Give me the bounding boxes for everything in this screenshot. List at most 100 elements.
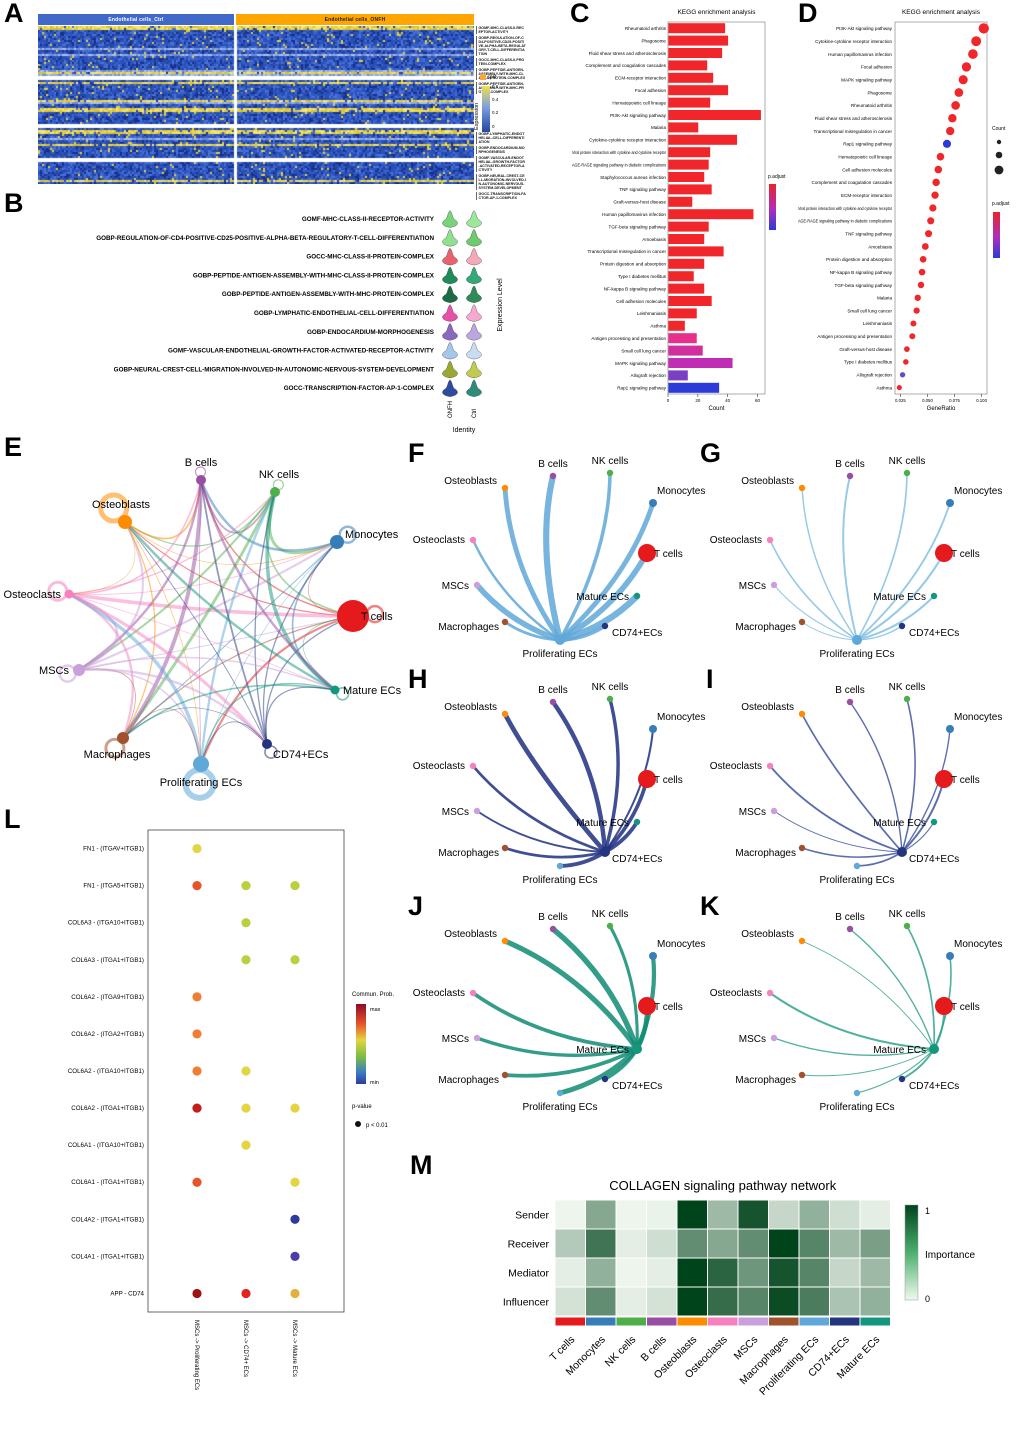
ligand-receptor-dotplot: FN1 - (ITGAV+ITGB1) FN1 - (ITGA5+ITGB1) CO… bbox=[68, 829, 394, 1390]
svg-text:MSCs: MSCs bbox=[739, 581, 766, 592]
svg-text:COLLAGEN signaling pathway net: COLLAGEN signaling pathway network bbox=[609, 1178, 836, 1193]
svg-text:Mature ECs: Mature ECs bbox=[576, 1045, 629, 1056]
svg-text:FN1 - (ITGA5+ITGB1): FN1 - (ITGA5+ITGB1) bbox=[83, 883, 144, 890]
svg-text:COL6A2 - (ITGA1+ITGB1): COL6A2 - (ITGA1+ITGB1) bbox=[71, 1105, 144, 1112]
svg-text:Staphylococcus aureus infectio: Staphylococcus aureus infection bbox=[600, 175, 666, 180]
svg-text:Macrophages: Macrophages bbox=[438, 622, 499, 633]
split-label: split bbox=[487, 74, 497, 81]
svg-text:Phagosome: Phagosome bbox=[641, 38, 666, 43]
svg-text:MAPK signaling pathway: MAPK signaling pathway bbox=[841, 78, 893, 83]
svg-text:NK cells: NK cells bbox=[889, 456, 926, 467]
svg-text:Protein digestion and absorpti: Protein digestion and absorption bbox=[600, 262, 666, 267]
heatmap-group-header-ctrl: Endothelial cells_Ctrl bbox=[38, 14, 234, 25]
svg-text:Monocytes: Monocytes bbox=[657, 939, 705, 950]
svg-text:GOBP-REGULATION-OF-CD4-POSITIV: GOBP-REGULATION-OF-CD4-POSITIVE-CD25-POS… bbox=[96, 235, 434, 242]
svg-text:Protein digestion and absorpti: Protein digestion and absorption bbox=[826, 257, 892, 262]
svg-text:Mature ECs: Mature ECs bbox=[576, 818, 629, 829]
svg-text:NK cells: NK cells bbox=[889, 682, 926, 693]
svg-text:Cell adhesion molecules: Cell adhesion molecules bbox=[616, 299, 666, 304]
svg-text:PI3K-Akt signaling pathway: PI3K-Akt signaling pathway bbox=[610, 113, 667, 118]
panel-label-g: G bbox=[700, 438, 722, 468]
svg-text:Hematopoietic cell lineage: Hematopoietic cell lineage bbox=[838, 154, 892, 159]
svg-text:MSCs -> Proliferating ECs: MSCs -> Proliferating ECs bbox=[193, 1320, 199, 1390]
svg-text:Macrophages: Macrophages bbox=[735, 1075, 796, 1086]
svg-text:MSCs: MSCs bbox=[739, 1034, 766, 1045]
svg-text:Importance: Importance bbox=[925, 1250, 975, 1261]
geneset-annotations-bottom: GOBP-LYMPHATIC-ENDOTHELIAL-CELL-DIFFEREN… bbox=[476, 132, 526, 202]
hub-network-proliferating-ecs-2: T cells Monocytes NK cells B cells Osteoblas… bbox=[710, 456, 1003, 660]
svg-text:Hematopoietic cell lineage: Hematopoietic cell lineage bbox=[612, 100, 666, 105]
svg-text:Amoebiasis: Amoebiasis bbox=[868, 244, 892, 249]
svg-text:Proliferating ECs: Proliferating ECs bbox=[522, 1102, 597, 1113]
svg-text:MSCs: MSCs bbox=[732, 1334, 761, 1363]
svg-text:Leishmaniasis: Leishmaniasis bbox=[637, 311, 667, 316]
hub-network-proliferating-ecs-1: T cells Monocytes NK cells B cells Osteoblas… bbox=[413, 456, 706, 660]
svg-text:GOCC-TRANSCRIPTION-FACTOR-AP-1: GOCC-TRANSCRIPTION-FACTOR-AP-1-COMPLEX bbox=[284, 385, 435, 392]
svg-text:CD74+ECs: CD74+ECs bbox=[909, 854, 959, 865]
svg-text:MSCs: MSCs bbox=[442, 1034, 469, 1045]
svg-text:NF-kappa B signaling pathway: NF-kappa B signaling pathway bbox=[830, 270, 893, 275]
svg-text:B cells: B cells bbox=[835, 459, 864, 470]
svg-text:Osteoblasts: Osteoblasts bbox=[92, 499, 151, 511]
svg-text:Osteoblasts: Osteoblasts bbox=[444, 702, 497, 713]
panel-label-e: E bbox=[4, 432, 23, 462]
svg-text:NK cells: NK cells bbox=[592, 456, 629, 467]
hub-network-cd74-ecs-1: T cells Monocytes NK cells B cells Osteoblas… bbox=[413, 682, 706, 886]
expression-colorbar bbox=[482, 86, 490, 132]
svg-text:0.075: 0.075 bbox=[949, 398, 960, 403]
svg-text:Expression Level: Expression Level bbox=[497, 278, 504, 332]
svg-text:Mediator: Mediator bbox=[508, 1268, 549, 1280]
svg-text:Malaria: Malaria bbox=[651, 125, 667, 130]
svg-text:Macrophages: Macrophages bbox=[438, 848, 499, 859]
svg-text:Small cell lung cancer: Small cell lung cancer bbox=[847, 308, 892, 313]
svg-text:Count: Count bbox=[992, 126, 1006, 132]
svg-text:COL6A1 - (ITGA10+ITGB1): COL6A1 - (ITGA10+ITGB1) bbox=[68, 1142, 144, 1149]
svg-text:Malaria: Malaria bbox=[877, 296, 893, 301]
svg-text:0: 0 bbox=[667, 398, 670, 403]
svg-text:Macrophages: Macrophages bbox=[735, 848, 796, 859]
svg-text:Osteoblasts: Osteoblasts bbox=[444, 929, 497, 940]
svg-text:MSCs: MSCs bbox=[442, 581, 469, 592]
svg-text:TNF signaling pathway: TNF signaling pathway bbox=[619, 187, 666, 192]
svg-text:Monocytes: Monocytes bbox=[954, 486, 1002, 497]
svg-text:Osteoblasts: Osteoblasts bbox=[741, 929, 794, 940]
svg-text:COL6A1 - (ITGA1+ITGB1): COL6A1 - (ITGA1+ITGB1) bbox=[71, 1179, 144, 1186]
svg-text:min: min bbox=[370, 1080, 379, 1086]
svg-text:MAPK signaling pathway: MAPK signaling pathway bbox=[615, 361, 667, 366]
svg-text:Proliferating ECs: Proliferating ECs bbox=[522, 649, 597, 660]
heatmap-group-header-onfh: Endothelial cells_ONFH bbox=[236, 14, 474, 25]
svg-text:Type I diabetes mellitus: Type I diabetes mellitus bbox=[844, 360, 893, 365]
svg-text:COL6A2 - (ITGA2+ITGB1): COL6A2 - (ITGA2+ITGB1) bbox=[71, 1031, 144, 1038]
svg-text:GOMF-VASCULAR-ENDOTHELIAL-GROW: GOMF-VASCULAR-ENDOTHELIAL-GROWTH-FACTOR-… bbox=[168, 348, 435, 355]
svg-text:Phagosome: Phagosome bbox=[867, 90, 892, 95]
panel-label-k: K bbox=[700, 891, 720, 921]
svg-text:B cells: B cells bbox=[185, 457, 218, 469]
panel-label-l: L bbox=[4, 804, 21, 834]
geneset-annotations-top: GOMF-MHC-CLASS-II-RECEPTOR-ACTIVITY GOBP-… bbox=[476, 26, 526, 96]
svg-text:Proliferating ECs: Proliferating ECs bbox=[522, 875, 597, 886]
svg-text:Complement and coagulation cas: Complement and coagulation cascades bbox=[812, 180, 893, 185]
cell-interaction-network: T cells Monocytes NK cells B cells Osteoblas… bbox=[4, 457, 402, 801]
svg-text:Cell adhesion molecules: Cell adhesion molecules bbox=[842, 167, 892, 172]
svg-text:Monocytes: Monocytes bbox=[657, 486, 705, 497]
svg-text:B cells: B cells bbox=[538, 459, 567, 470]
svg-text:Mature ECs: Mature ECs bbox=[873, 592, 926, 603]
svg-text:MSCs -> CD74+ ECs: MSCs -> CD74+ ECs bbox=[242, 1320, 248, 1377]
svg-text:Monocytes: Monocytes bbox=[954, 712, 1002, 723]
svg-text:Graft-versus-host disease: Graft-versus-host disease bbox=[613, 200, 666, 205]
svg-text:COL6A3 - (ITGA1+ITGB1): COL6A3 - (ITGA1+ITGB1) bbox=[71, 957, 144, 964]
svg-text:FN1 - (ITGAV+ITGB1): FN1 - (ITGAV+ITGB1) bbox=[83, 846, 144, 853]
svg-text:Asthma: Asthma bbox=[650, 324, 666, 329]
svg-text:Proliferating ECs: Proliferating ECs bbox=[819, 875, 894, 886]
svg-text:NK cells: NK cells bbox=[259, 469, 300, 481]
svg-text:Type I diabetes mellitus: Type I diabetes mellitus bbox=[618, 274, 667, 279]
svg-text:CD74+ECs: CD74+ECs bbox=[273, 749, 329, 761]
svg-text:GeneRatio: GeneRatio bbox=[927, 406, 956, 412]
svg-text:Monocytes: Monocytes bbox=[657, 712, 705, 723]
svg-text:p.adjust: p.adjust bbox=[768, 174, 786, 180]
collagen-network-heatmap: COLLAGEN signaling pathway network Sender… bbox=[503, 1178, 976, 1398]
svg-text:TGF-beta signaling pathway: TGF-beta signaling pathway bbox=[609, 224, 667, 229]
svg-text:GOBP-PEPTIDE-ANTIGEN-ASSEMBLY-: GOBP-PEPTIDE-ANTIGEN-ASSEMBLY-WITH-MHC-P… bbox=[222, 291, 435, 298]
svg-text:COL6A2 - (ITGA10+ITGB1): COL6A2 - (ITGA10+ITGB1) bbox=[68, 1068, 144, 1075]
svg-text:Osteoclasts: Osteoclasts bbox=[710, 988, 762, 999]
